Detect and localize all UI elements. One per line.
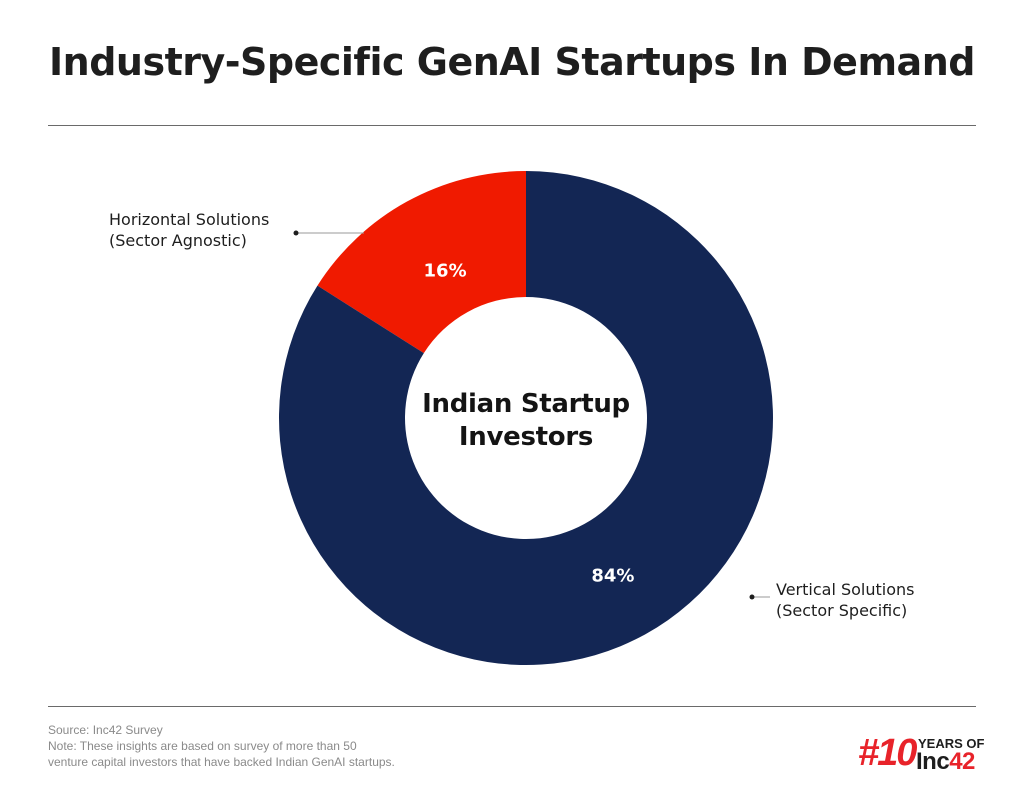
bottom-divider bbox=[48, 706, 976, 707]
logo-years-text: YEARS OF bbox=[918, 736, 985, 751]
inc42-logo: #10 YEARS OF Inc42 bbox=[858, 732, 984, 776]
chart-title: Industry-Specific GenAI Startups In Dema… bbox=[49, 40, 975, 84]
center-label-line1: Indian Startup bbox=[422, 389, 630, 419]
donut-slice-0 bbox=[317, 171, 526, 354]
data-label-horizontal: 16% bbox=[423, 260, 467, 282]
footer-source: Source: Inc42 Survey bbox=[48, 723, 163, 737]
callout-horizontal: Horizontal Solutions (Sector Agnostic) bbox=[109, 209, 269, 251]
donut-slice-1 bbox=[279, 171, 773, 665]
callout-vertical-line2: (Sector Specific) bbox=[776, 601, 908, 620]
data-label-vertical: 84% bbox=[591, 565, 635, 587]
leader-dot-vertical bbox=[749, 594, 755, 600]
center-label-line2: Investors bbox=[458, 422, 594, 452]
footer-note-line2: venture capital investors that have back… bbox=[48, 755, 395, 769]
callout-horizontal-line2: (Sector Agnostic) bbox=[109, 231, 247, 250]
logo-brand-text: Inc bbox=[916, 748, 950, 775]
slices-group bbox=[279, 171, 773, 665]
logo-brand-num: 42 bbox=[949, 748, 975, 775]
callout-horizontal-line1: Horizontal Solutions bbox=[109, 210, 270, 229]
callout-vertical: Vertical Solutions (Sector Specific) bbox=[776, 579, 915, 621]
logo-brand: Inc42 bbox=[916, 748, 975, 776]
top-divider bbox=[48, 125, 976, 126]
leader-lines-group bbox=[293, 230, 770, 600]
donut-center-label: Indian Startup Investors bbox=[402, 388, 650, 454]
footer-note-line1: Note: These insights are based on survey… bbox=[48, 739, 357, 753]
logo-mark: #10 bbox=[858, 732, 917, 774]
footer-notes: Source: Inc42 Survey Note: These insight… bbox=[48, 722, 395, 770]
callout-vertical-line1: Vertical Solutions bbox=[776, 580, 915, 599]
leader-dot-horizontal bbox=[293, 230, 299, 236]
